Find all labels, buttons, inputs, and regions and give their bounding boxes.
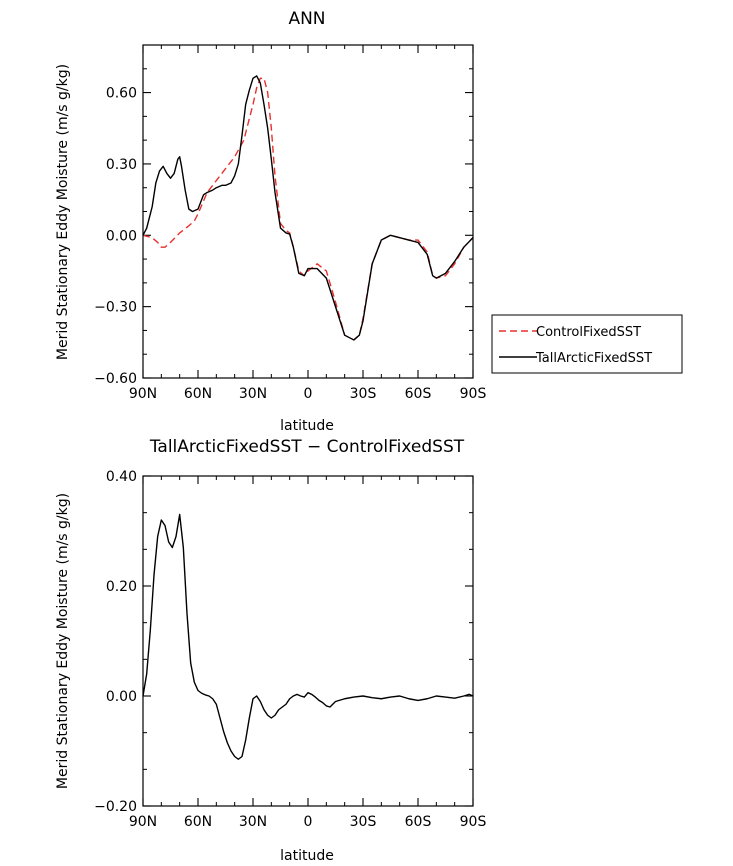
bottom-panel-series: [142, 513, 474, 760]
y-tick-label: 0.20: [106, 579, 137, 595]
top-panel-series: [142, 75, 474, 341]
legend-box: [491, 314, 683, 374]
x-tick-label: 60N: [184, 814, 212, 830]
series-line-tallarcticfixedsst-controlfixedsst: [142, 513, 474, 760]
bottom-panel-ticks: [142, 475, 474, 807]
x-tick-label: 90S: [460, 814, 487, 830]
x-tick-label: 0: [304, 814, 313, 830]
y-tick-label: −0.60: [94, 371, 137, 387]
x-tick-label: 90N: [129, 814, 157, 830]
bottom-panel: TallArcticFixedSST − ControlFixedSST Mer…: [55, 437, 486, 864]
bottom-panel-title: TallArcticFixedSST − ControlFixedSST: [149, 437, 465, 457]
y-tick-label: −0.20: [94, 799, 137, 815]
top-panel-legend: ControlFixedSST TallArcticFixedSST: [491, 314, 683, 374]
y-tick-label: 0.00: [106, 689, 137, 705]
series-line-controlfixedsst: [142, 77, 474, 341]
x-tick-label: 30S: [350, 386, 377, 402]
x-tick-label: 90N: [129, 386, 157, 402]
top-panel-plot-frame: [142, 44, 474, 379]
top-panel-tick-labels: 90N 60N 30N 0 30S 60S 90S −0.60 −0.30 0.00 0.30 0.6…: [94, 86, 486, 402]
top-panel: ANN Merid Stationary Eddy Moisture (m/s …: [55, 9, 683, 434]
legend-label-tallarctic: TallArcticFixedSST: [535, 351, 652, 366]
bottom-panel-y-axis-label: Merid Stationary Eddy Moisture (m/s g/kg…: [55, 493, 71, 789]
top-panel-x-axis-label: latitude: [280, 418, 334, 434]
y-tick-label: 0.00: [106, 228, 137, 244]
series-line-tallarcticfixedsst: [142, 75, 474, 341]
y-tick-label: −0.30: [94, 300, 137, 316]
y-tick-label: 0.30: [106, 157, 137, 173]
bottom-panel-plot-frame: [142, 475, 474, 807]
y-tick-label: 0.40: [106, 469, 137, 485]
legend-label-control: ControlFixedSST: [536, 325, 641, 340]
x-tick-label: 30S: [350, 814, 377, 830]
x-tick-label: 60S: [405, 814, 432, 830]
x-tick-label: 90S: [460, 386, 487, 402]
x-tick-label: 60S: [405, 386, 432, 402]
x-tick-label: 0: [304, 386, 313, 402]
x-tick-label: 30N: [239, 386, 267, 402]
y-tick-label: 0.60: [106, 86, 137, 102]
top-panel-title: ANN: [288, 9, 325, 29]
x-tick-label: 60N: [184, 386, 212, 402]
bottom-panel-x-axis-label: latitude: [280, 848, 334, 864]
x-tick-label: 30N: [239, 814, 267, 830]
top-panel-y-axis-label: Merid Stationary Eddy Moisture (m/s g/kg…: [55, 64, 71, 360]
bottom-panel-tick-labels: 90N 60N 30N 0 30S 60S 90S −0.20 0.00 0.20 0.40: [94, 469, 486, 830]
